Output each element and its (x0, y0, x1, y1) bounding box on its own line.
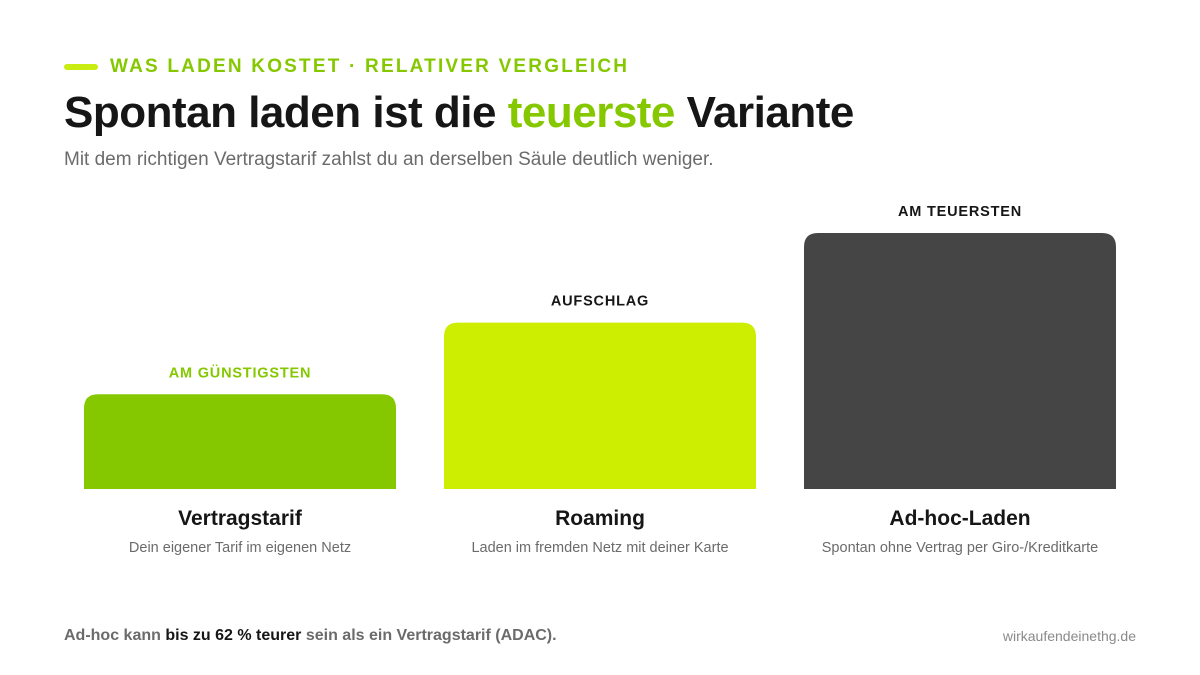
category-name-2: Roaming (555, 507, 645, 530)
category-3: Ad-hoc-Laden Spontan ohne Vertrag per Gir… (804, 504, 1116, 558)
source-credit: wirkaufendeinethg.de (1002, 628, 1136, 644)
footnote-emphasis: bis zu 62 % teurer (165, 627, 302, 644)
bar-label-1: AM GÜNSTIGSTEN (169, 364, 312, 381)
bar-label-3: AM TEUERSTEN (898, 204, 1022, 220)
category-1: Vertragstarif Dein eigener Tarif im eigen… (84, 504, 396, 558)
bar-2 (444, 322, 756, 489)
eyebrow-accent-line (64, 64, 98, 70)
category-description-2: Laden im fremden Netz mit deiner Karte (471, 540, 729, 556)
footnote-suffix: sein als ein Vertragstarif (ADAC). (301, 627, 557, 644)
page-subtitle: Mit dem richtigen Vertragstarif zahlst d… (64, 149, 714, 170)
footnote-prefix: Ad-hoc kann (64, 627, 166, 644)
category-2: Roaming Laden im fremden Netz mit deiner … (444, 504, 756, 558)
title-prefix: Spontan laden ist die (64, 88, 508, 137)
footnote: Ad-hoc kann bis zu 62 % teurer sein als … (64, 627, 557, 645)
category-name-3: Ad-hoc-Laden (889, 507, 1031, 530)
eyebrow: WAS LADEN KOSTET · RELATIVER VERGLEICH (64, 55, 629, 79)
eyebrow-text: WAS LADEN KOSTET · RELATIVER VERGLEICH (110, 56, 630, 77)
category-description-1: Dein eigener Tarif im eigenen Netz (128, 540, 352, 556)
title-suffix: Variante (674, 88, 855, 137)
bar-1 (84, 394, 396, 489)
page-title: Spontan laden ist die teuerste Variante (64, 88, 854, 138)
category-description-3: Spontan ohne Vertrag per Giro-/Kreditkar… (821, 540, 1099, 556)
title-highlight: teuerste (507, 88, 676, 137)
category-name-1: Vertragstarif (178, 507, 302, 530)
bar-3 (804, 233, 1116, 489)
bar-label-2: AUFSCHLAG (551, 294, 649, 310)
